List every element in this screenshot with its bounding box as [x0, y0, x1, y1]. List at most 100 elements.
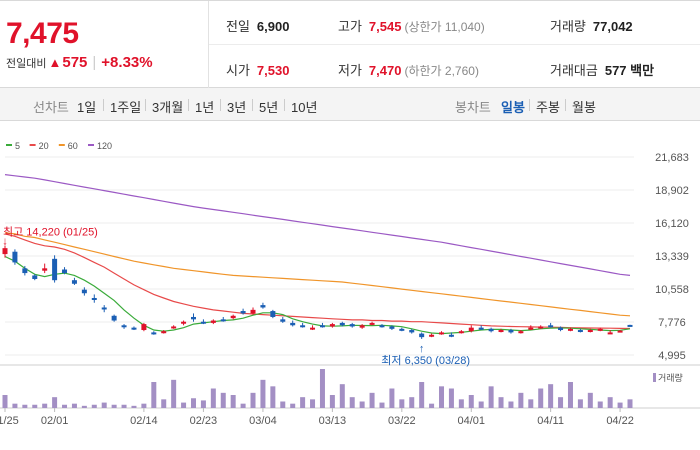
volume-bar: [488, 386, 494, 408]
change-percent: +8.33%: [101, 54, 153, 71]
stat-label: 시가: [226, 63, 250, 78]
volume-bar: [528, 399, 534, 408]
period-3year-button[interactable]: 3년: [227, 100, 247, 115]
candle-body: [310, 327, 316, 330]
period-1week-button[interactable]: 1주일: [110, 100, 142, 115]
candle-body: [141, 324, 147, 331]
legend-label: 20: [39, 141, 49, 151]
candle-weekly-button[interactable]: 주봉: [536, 100, 560, 115]
period-1day-button[interactable]: 1일: [77, 100, 97, 115]
chart-toolbar: 선차트 1일 1주일 3개월 1년 3년 5년 10년 봉차트 일봉 주봉 월봉: [0, 88, 700, 121]
candle-body: [567, 328, 573, 331]
volume-bar: [349, 397, 355, 408]
candle-body: [42, 268, 48, 271]
volume-bar: [42, 403, 48, 408]
legend-label: 120: [97, 141, 112, 151]
candle-body: [498, 330, 504, 333]
current-price: 7,475: [6, 17, 79, 50]
min-arrow-icon: ↑: [419, 343, 425, 355]
volume-bar: [577, 399, 583, 408]
candle-body: [101, 307, 107, 310]
volume-bar: [161, 399, 167, 408]
candle-body: [538, 326, 544, 329]
up-triangle-icon: ▲: [48, 55, 62, 70]
volume-bar: [250, 392, 256, 408]
volume-bar: [121, 404, 127, 408]
candle-body: [319, 325, 325, 328]
volume-bar: [260, 379, 266, 408]
volume-bar: [518, 392, 524, 408]
stat-value: 577 백만: [604, 63, 655, 78]
volume-bar: [310, 399, 316, 408]
candle-body: [22, 268, 28, 274]
volume-bar: [399, 399, 405, 408]
candle-monthly-button[interactable]: 월봉: [572, 100, 596, 115]
candle-body: [399, 328, 405, 331]
toolbar-separator: [565, 99, 566, 111]
volume-bar: [171, 379, 177, 408]
candle-daily-button[interactable]: 일봉: [501, 100, 525, 115]
stat-low: 저가 7,470 (하한가 2,760): [338, 60, 479, 79]
max-arrow-icon: ↓: [2, 236, 8, 248]
y-tick-label: 21,683: [655, 152, 689, 164]
stat-prev-close: 전일 6,900: [226, 16, 289, 35]
volume-bar: [240, 403, 246, 408]
volume-bar: [379, 402, 385, 408]
volume-bar: [190, 398, 196, 408]
period-10year-button[interactable]: 10년: [291, 100, 318, 115]
stock-chart-svg[interactable]: 21,683 18,902 16,120 13,339 10,558 7,776 4,995…: [0, 121, 700, 450]
candle-body: [409, 330, 415, 333]
volume-bar: [270, 386, 276, 408]
volume-bar: [478, 401, 484, 408]
y-tick-label: 4,995: [658, 350, 686, 362]
x-tick-label: 03/04: [249, 415, 277, 427]
period-3month-button[interactable]: 3개월: [152, 100, 184, 115]
candle-body: [240, 311, 246, 314]
volume-bar: [220, 392, 226, 408]
stock-chart-area[interactable]: 21,683 18,902 16,120 13,339 10,558 7,776 4,995…: [0, 121, 700, 450]
candle-body: [121, 325, 127, 328]
change-amount: 575: [62, 54, 88, 71]
volume-bar: [607, 397, 613, 408]
ma60-line: [4, 232, 631, 317]
price-change-row: 전일대비 ▲ 575 | +8.33%: [6, 54, 153, 71]
period-1year-button[interactable]: 1년: [195, 100, 215, 115]
toolbar-separator: [145, 99, 146, 111]
candle-body: [329, 324, 335, 327]
volume-bar: [419, 382, 425, 408]
change-label: 전일대비: [6, 57, 47, 70]
toolbar-separator: [284, 99, 285, 111]
y-tick-label: 7,776: [658, 317, 686, 329]
price-summary-panel: 7,475 전일대비 ▲ 575 | +8.33% 전일 6,900 고가 7,…: [0, 0, 700, 88]
stat-trade-value: 거래대금 577 백만: [550, 60, 654, 79]
summary-row-divider: [209, 44, 700, 45]
toolbar-separator: [252, 99, 253, 111]
candle-body: [627, 324, 633, 327]
current-price-box: 7,475 전일대비 ▲ 575 | +8.33%: [0, 1, 209, 88]
candle-body: [597, 328, 603, 331]
ma120-line: [4, 174, 631, 276]
stat-label: 거래량: [550, 19, 586, 34]
candle-body: [359, 325, 365, 328]
volume-bar: [300, 397, 306, 408]
stat-value: 6,900: [256, 19, 290, 34]
volume-bar: [468, 395, 474, 408]
volume-bar: [62, 404, 68, 408]
volume-bar: [210, 388, 216, 408]
candle-body: [389, 326, 395, 329]
candle-body: [419, 333, 425, 338]
candle-body: [52, 258, 58, 281]
volume-bar: [141, 403, 147, 408]
ma5-line: [4, 255, 631, 335]
candle-body: [548, 325, 554, 328]
volume-bar: [12, 403, 18, 408]
toolbar-separator: [220, 99, 221, 111]
candle-body: [71, 280, 77, 284]
volume-bar: [567, 382, 573, 408]
candle-body: [200, 321, 206, 324]
period-5year-button[interactable]: 5년: [259, 100, 279, 115]
stat-label: 저가: [338, 63, 362, 78]
candle-body: [220, 319, 226, 322]
candle-body: [190, 316, 196, 320]
candle-body: [587, 330, 593, 333]
